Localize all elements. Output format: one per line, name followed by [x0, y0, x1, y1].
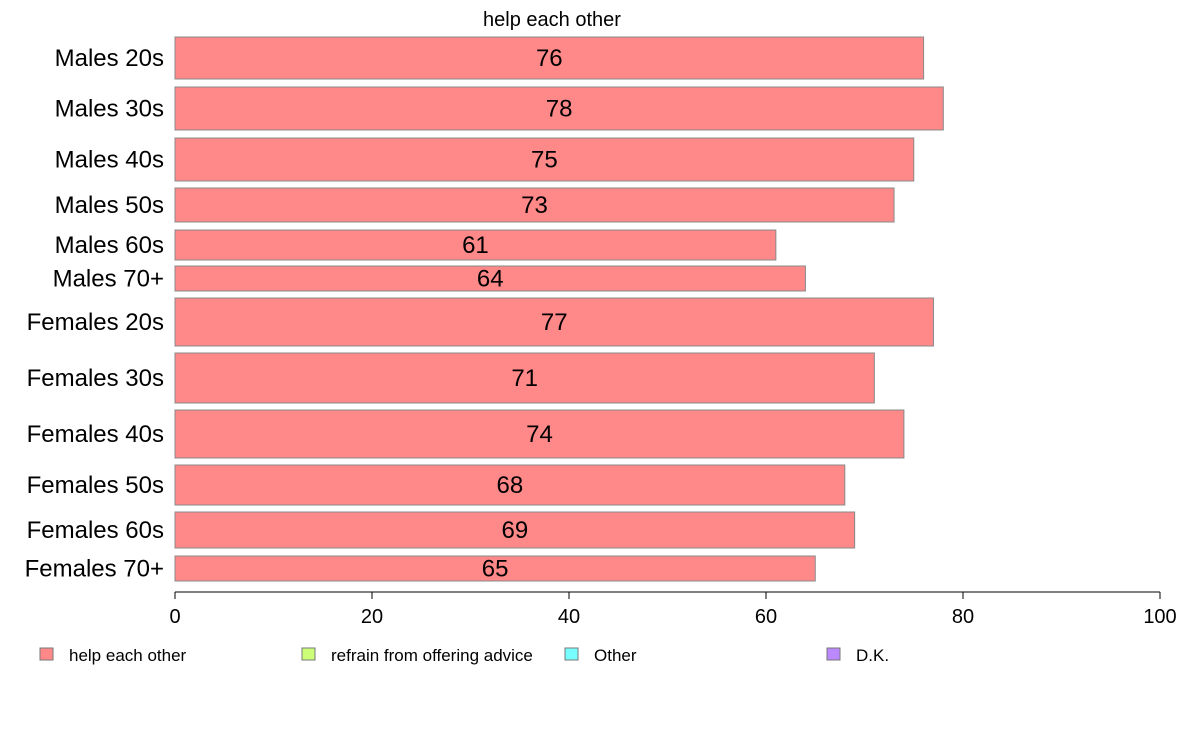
category-label: Males 40s — [55, 147, 164, 174]
legend-swatch — [39, 647, 54, 661]
bar-value-label: 69 — [501, 517, 528, 544]
category-label: Males 60s — [55, 232, 164, 259]
bar-males-50s — [174, 187, 895, 223]
bar-females-40s — [174, 409, 905, 459]
bar-value-label: 75 — [531, 147, 558, 174]
category-label: Males 20s — [55, 45, 164, 72]
category-label: Females 20s — [27, 309, 164, 336]
category-label: Females 50s — [27, 472, 164, 499]
bar-value-label: 77 — [541, 309, 568, 336]
x-tick-label: 0 — [169, 606, 180, 628]
category-label: Females 30s — [27, 365, 164, 392]
bar-value-label: 68 — [497, 472, 524, 499]
category-label: Males 30s — [55, 96, 164, 123]
bar-females-50s — [174, 464, 846, 506]
x-tick-label: 100 — [1143, 606, 1176, 628]
bar-males-30s — [174, 86, 944, 131]
x-tick-label: 40 — [558, 606, 580, 628]
bar-females-60s — [174, 511, 856, 549]
x-tick-label: 60 — [755, 606, 777, 628]
bar-females-20s — [174, 297, 934, 347]
category-label: Males 50s — [55, 192, 164, 219]
bar-value-label: 61 — [462, 232, 489, 259]
category-label: Females 40s — [27, 421, 164, 448]
legend-label: D.K. — [856, 646, 889, 665]
category-label: Females 60s — [27, 517, 164, 544]
legend-label: help each other — [69, 646, 187, 665]
legend-label: Other — [594, 646, 637, 665]
bar-value-label: 73 — [521, 192, 548, 219]
bar-value-label: 65 — [482, 556, 509, 583]
bar-value-label: 78 — [546, 96, 573, 123]
x-tick-label: 20 — [361, 606, 383, 628]
bar-males-40s — [174, 137, 915, 182]
bar-females-70- — [174, 555, 816, 582]
bar-value-label: 74 — [526, 421, 553, 448]
chart-title: help each other — [483, 9, 621, 31]
bar-value-label: 76 — [536, 45, 563, 72]
bar-males-70- — [174, 265, 806, 292]
legend-swatch — [564, 647, 579, 661]
bar-males-60s — [174, 229, 777, 261]
bar-males-20s — [174, 36, 925, 80]
bar-females-30s — [174, 352, 875, 404]
x-tick-label: 80 — [952, 606, 974, 628]
bar-value-label: 71 — [511, 365, 538, 392]
legend-swatch — [301, 647, 316, 661]
legend-label: refrain from offering advice — [331, 646, 533, 665]
category-label: Males 70+ — [53, 266, 164, 293]
bar-value-label: 64 — [477, 266, 504, 293]
category-label: Females 70+ — [25, 556, 164, 583]
legend-swatch — [826, 647, 841, 661]
